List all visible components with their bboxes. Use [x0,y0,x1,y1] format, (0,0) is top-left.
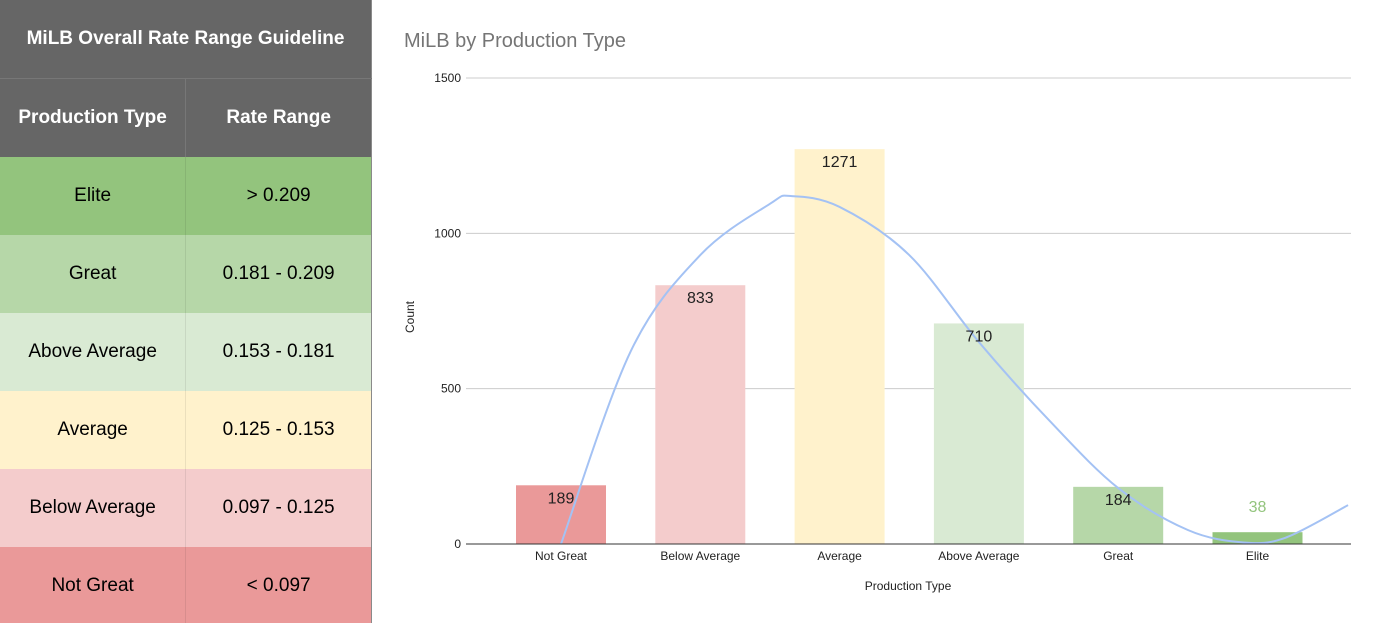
rate-range-cell: 0.125 - 0.153 [185,391,372,469]
y-tick-label: 1500 [434,71,461,85]
data-label: 710 [966,328,993,345]
data-label: 189 [548,490,575,507]
x-tick-label: Great [1103,549,1134,563]
table-title: MiLB Overall Rate Range Guideline [0,0,372,79]
table-row: Average 0.125 - 0.153 [0,391,372,469]
gridlines [466,77,1351,390]
header-rate-range: Rate Range [185,78,372,157]
bar [516,485,606,544]
production-type-cell: Not Great [0,547,187,623]
axes: 0 500 1000 1500 Not Great Below Average Averag… [434,71,1351,563]
table-row: Below Average 0.097 - 0.125 [0,469,372,547]
x-axis-label: Production Type [865,579,952,593]
trendline-layer [560,194,1349,545]
header-production-type: Production Type [0,78,187,157]
production-type-cell: Below Average [0,469,187,547]
x-tick-label: Average [817,549,862,563]
y-tick-label: 1000 [434,226,461,240]
y-tick-label: 0 [454,537,461,551]
trendline [560,194,1349,545]
rate-range-cell: > 0.209 [185,157,372,235]
table-header-row: Production Type Rate Range [0,78,372,157]
y-tick-label: 500 [441,382,461,396]
rate-range-cell: 0.181 - 0.209 [185,235,372,313]
data-label: 833 [687,290,714,307]
rate-range-cell: < 0.097 [185,547,372,623]
data-label: 184 [1105,492,1132,509]
table-row: Not Great < 0.097 [0,547,372,623]
bar [655,285,746,544]
chart-panel: MiLB by Production Type 189 833 1271 710 184… [373,0,1378,623]
production-type-chart: MiLB by Production Type 189 833 1271 710 184… [403,30,1351,593]
x-tick-label: Above Average [938,549,1020,563]
data-label: 1271 [822,154,858,171]
production-type-cell: Above Average [0,313,187,391]
rate-range-cell: 0.097 - 0.125 [185,469,372,547]
table-row: Great 0.181 - 0.209 [0,235,372,313]
chart-title: MiLB by Production Type [404,30,626,52]
bars [516,149,1303,544]
table-row: Elite > 0.209 [0,157,372,235]
rate-range-cell: 0.153 - 0.181 [185,313,372,391]
production-type-cell: Elite [0,157,187,235]
rate-range-table: MiLB Overall Rate Range Guideline Produc… [0,0,372,623]
x-tick-label: Elite [1246,549,1270,563]
bar [1212,532,1303,544]
y-axis-label: Count [403,300,417,333]
bar [933,323,1024,544]
bar [1073,486,1164,544]
bar [794,149,885,544]
x-tick-label: Below Average [660,549,740,563]
data-label: 38 [1249,499,1267,516]
data-labels: 189 833 1271 710 184 38 [548,154,1267,516]
production-type-cell: Great [0,235,187,313]
production-type-cell: Average [0,391,187,469]
table-row: Above Average 0.153 - 0.181 [0,313,372,391]
x-tick-label: Not Great [535,549,588,563]
table-title-row: MiLB Overall Rate Range Guideline [0,0,372,79]
